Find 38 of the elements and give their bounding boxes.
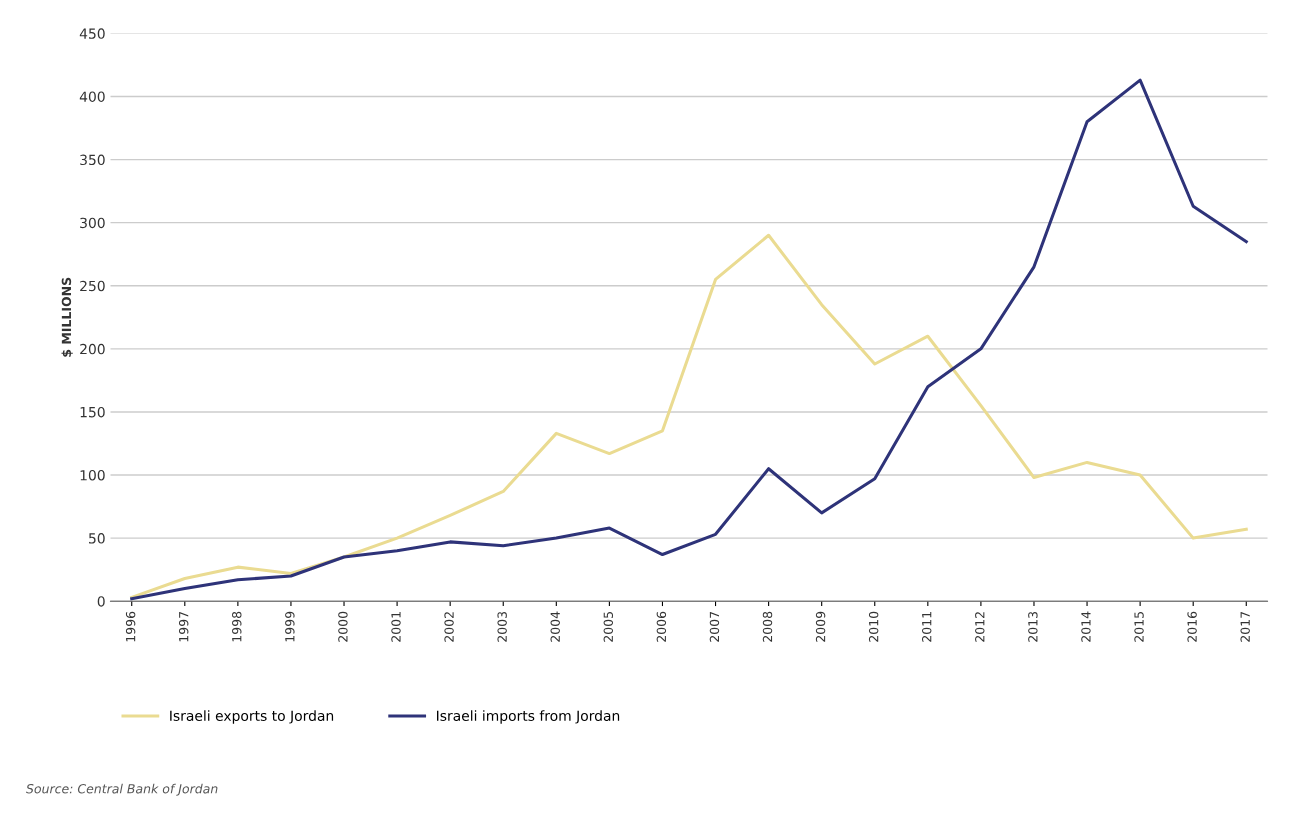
y-tick-label: 300 <box>80 217 105 229</box>
x-tick-label: 2009 <box>815 611 826 642</box>
legend-label: Israeli exports to Jordan <box>170 710 334 724</box>
x-tick-label: 2001 <box>391 612 401 642</box>
x-tick-label: 2006 <box>656 611 667 642</box>
x-tick-label: 2014 <box>1081 611 1091 642</box>
line-series <box>130 78 1248 601</box>
x-tick-label: 2007 <box>709 611 720 642</box>
x-tick-label: 2017 <box>1240 611 1250 642</box>
y-tick-label: 400 <box>79 91 105 102</box>
x-tick-label: 1996 <box>125 611 136 642</box>
x-tick-label: 1997 <box>178 611 189 642</box>
line-series <box>130 233 1248 599</box>
source-note: Source: Central Bank of Jordan <box>26 783 218 796</box>
y-tick-label: 100 <box>80 469 105 481</box>
x-tick-label: 2013 <box>1028 611 1038 642</box>
x-tick-label: 2016 <box>1187 611 1197 642</box>
y-tick-label: 250 <box>80 280 105 292</box>
x-tick-label: 1999 <box>285 611 295 642</box>
x-tick-label: 2003 <box>497 611 507 642</box>
y-tick-label: 200 <box>80 343 105 355</box>
y-tick-label: 0 <box>97 596 105 607</box>
x-tick-label: 2010 <box>868 611 879 642</box>
x-tick-label: 2011 <box>922 612 932 642</box>
y-tick-label: 150 <box>80 406 105 418</box>
x-tick-label: 2012 <box>975 612 985 642</box>
x-tick-label: 2005 <box>603 612 614 642</box>
y-tick-label: 50 <box>89 533 105 544</box>
y-axis-title: $ MILLIONS <box>61 277 73 357</box>
x-tick-label: 2000 <box>338 611 348 642</box>
x-tick-label: 2004 <box>550 611 560 642</box>
y-tick-label: 450 <box>79 28 105 39</box>
x-tick-label: 1998 <box>232 611 242 642</box>
legend-label: Israeli imports from Jordan <box>437 710 620 724</box>
x-tick-label: 2008 <box>762 611 773 642</box>
x-tick-label: 2002 <box>444 612 454 642</box>
x-tick-label: 2015 <box>1134 612 1144 642</box>
y-tick-label: 350 <box>80 154 105 166</box>
